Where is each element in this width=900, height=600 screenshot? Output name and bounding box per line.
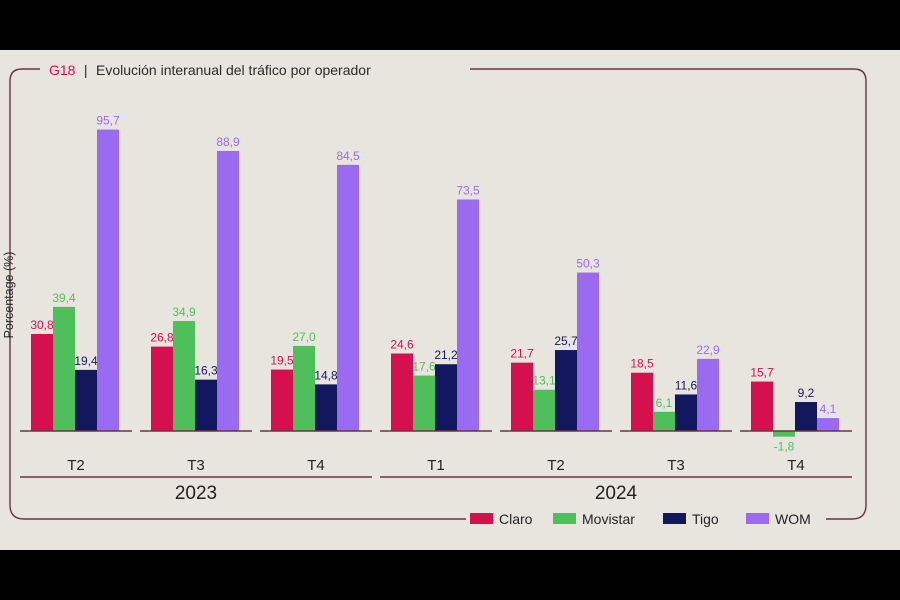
traffic-evolution-chart: G18 | Evolución interanual del tráfico p… — [2, 62, 867, 527]
legend-label-tigo: Tigo — [692, 511, 719, 527]
data-label-tigo: 25,7 — [554, 334, 578, 348]
data-label-claro: 21,7 — [510, 347, 534, 361]
data-label-movistar: 13,1 — [532, 374, 556, 388]
bar-claro — [271, 369, 293, 431]
legend-swatch-claro — [470, 513, 493, 524]
bar-claro — [511, 362, 533, 431]
bar-claro — [751, 381, 773, 431]
bar-claro — [391, 353, 413, 431]
data-label-tigo: 11,6 — [675, 378, 698, 392]
data-label-claro: 19,5 — [270, 354, 294, 368]
legend-swatch-tigo — [663, 513, 686, 524]
data-label-claro: 15,7 — [750, 366, 774, 380]
legend-swatch-movistar — [553, 513, 576, 524]
data-label-wom: 50,3 — [576, 257, 600, 271]
bar-tigo — [675, 394, 697, 431]
legend-label-wom: WOM — [775, 511, 811, 527]
data-label-claro: 24,6 — [390, 338, 414, 352]
bar-tigo — [315, 384, 337, 431]
data-label-tigo: 21,2 — [434, 348, 458, 362]
bar-wom — [457, 199, 479, 431]
data-label-movistar: 6,1 — [656, 396, 673, 410]
data-label-movistar: 17,6 — [412, 360, 436, 374]
bar-tigo — [435, 364, 457, 431]
legend-label-movistar: Movistar — [582, 511, 635, 527]
data-label-movistar: -1,8 — [774, 440, 795, 454]
data-label-movistar: 34,9 — [172, 305, 196, 319]
legend: Claro Movistar Tigo WOM — [470, 511, 811, 527]
data-label-claro: 30,8 — [30, 318, 54, 332]
legend-label-claro: Claro — [499, 511, 533, 527]
category-label: T4 — [787, 457, 805, 474]
category-label: T4 — [307, 457, 325, 474]
bar-wom — [97, 129, 119, 432]
chart-frame — [9, 68, 867, 520]
category-label: T3 — [667, 457, 685, 474]
y-axis-label: Porcentage (%) — [2, 252, 16, 339]
category-label: T3 — [187, 457, 205, 474]
data-label-movistar: 27,0 — [292, 330, 316, 344]
data-label-tigo: 16,3 — [194, 364, 218, 378]
bar-wom — [217, 150, 239, 431]
bar-movistar — [653, 411, 675, 431]
category-label: T1 — [427, 457, 445, 474]
data-label-movistar: 39,4 — [52, 291, 76, 305]
group-labels-layer: 2023 2024 — [175, 483, 638, 504]
axes-layer — [20, 430, 852, 478]
bar-wom — [697, 358, 719, 431]
bar-movistar — [413, 375, 435, 431]
data-label-tigo: 19,4 — [74, 354, 98, 368]
chart-panel: G18 | Evolución interanual del tráfico p… — [0, 50, 900, 550]
bar-tigo — [555, 350, 577, 431]
data-label-wom: 4,1 — [820, 402, 837, 416]
category-labels-layer: T2 T3 T4 T1 T2 T3 T4 — [67, 457, 805, 474]
bars-layer — [31, 129, 839, 437]
chart-title-text: Evolución interanual del tráfico por ope… — [96, 62, 371, 78]
category-label: T2 — [67, 457, 85, 474]
data-label-wom: 95,7 — [96, 114, 120, 128]
bar-movistar — [533, 389, 555, 431]
data-label-tigo: 9,2 — [798, 386, 815, 400]
bar-claro — [151, 346, 173, 431]
chart-title-code: G18 — [49, 62, 76, 78]
data-label-claro: 18,5 — [630, 357, 654, 371]
category-label: T2 — [547, 457, 565, 474]
chart-title: G18 | Evolución interanual del tráfico p… — [49, 62, 371, 79]
bar-claro — [31, 333, 53, 431]
chart-title-separator: | — [84, 62, 88, 78]
year-label: 2023 — [175, 483, 217, 504]
bar-labels-layer: 30,8 39,4 19,4 95,7 26,8 34,9 16,3 88,9 19,5 27,0… — [30, 114, 836, 454]
bar-claro — [631, 372, 653, 431]
bar-movistar — [293, 345, 315, 431]
bar-movistar — [773, 431, 795, 437]
bar-wom — [337, 164, 359, 431]
bar-wom — [817, 418, 839, 431]
data-label-wom: 73,5 — [456, 183, 480, 197]
data-label-tigo: 14,8 — [314, 368, 338, 382]
bar-wom — [577, 272, 599, 431]
bar-tigo — [75, 369, 97, 431]
year-label: 2024 — [595, 483, 638, 504]
bar-tigo — [195, 379, 217, 431]
data-label-wom: 84,5 — [336, 149, 360, 163]
legend-swatch-wom — [746, 513, 769, 524]
data-label-wom: 22,9 — [696, 343, 720, 357]
data-label-wom: 88,9 — [216, 135, 240, 149]
bar-movistar — [53, 306, 75, 431]
bar-tigo — [795, 402, 817, 431]
data-label-claro: 26,8 — [150, 331, 174, 345]
bar-movistar — [173, 321, 195, 431]
